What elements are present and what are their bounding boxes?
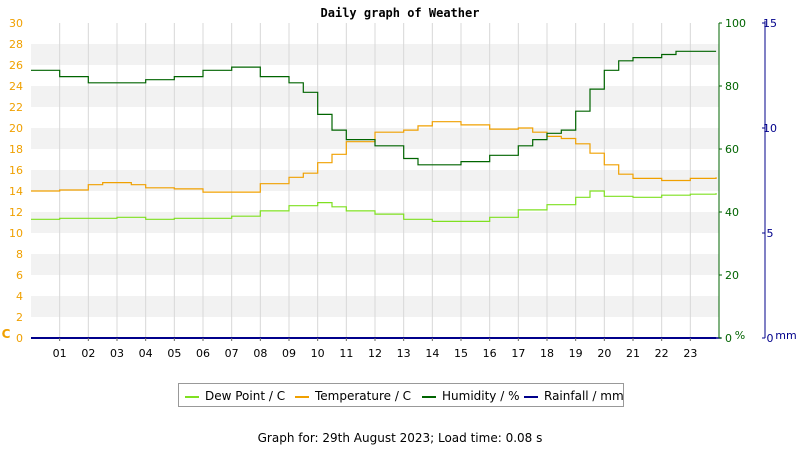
vertical-grid bbox=[59, 23, 691, 338]
series-dew-point bbox=[31, 190, 717, 222]
x-tick-label: 05 bbox=[167, 347, 181, 360]
x-tick-label: 01 bbox=[53, 347, 67, 360]
temperature-tick-label: 14 bbox=[9, 185, 23, 198]
series-temperature bbox=[31, 121, 717, 193]
rainfall-tick-label: 10 bbox=[763, 122, 777, 135]
rainfall-tick-label: 0 bbox=[767, 332, 774, 345]
legend-swatch bbox=[185, 395, 199, 398]
temperature-tick-label: 22 bbox=[9, 101, 23, 114]
x-tick-label: 06 bbox=[196, 347, 210, 360]
x-tick-label: 20 bbox=[597, 347, 611, 360]
x-tick-label: 03 bbox=[110, 347, 124, 360]
temperature-tick-label: 2 bbox=[16, 311, 23, 324]
x-tick-label: 10 bbox=[311, 347, 325, 360]
legend-label: Dew Point / C bbox=[205, 389, 286, 403]
temperature-tick-label: 4 bbox=[16, 290, 23, 303]
x-tick-label: 18 bbox=[540, 347, 554, 360]
x-tick-label: 16 bbox=[483, 347, 497, 360]
humidity-tick-label: 20 bbox=[725, 269, 739, 282]
humidity-tick-label: 60 bbox=[725, 143, 739, 156]
humidity-tick-label: 100 bbox=[725, 17, 746, 30]
temperature-tick-label: 28 bbox=[9, 38, 23, 51]
legend-swatch bbox=[422, 395, 436, 398]
temperature-tick-label: 20 bbox=[9, 122, 23, 135]
rainfall-tick-label: 5 bbox=[767, 227, 774, 240]
x-tick-label: 04 bbox=[139, 347, 153, 360]
x-tick-label: 17 bbox=[511, 347, 525, 360]
legend: Dew Point / C Temperature / C Humidity /… bbox=[178, 383, 624, 407]
temperature-tick-label: 8 bbox=[16, 248, 23, 261]
x-tick-label: 23 bbox=[683, 347, 697, 360]
x-tick-label: 22 bbox=[655, 347, 669, 360]
x-tick-label: 07 bbox=[225, 347, 239, 360]
legend-item-rainfall: Rainfall / mm bbox=[524, 389, 624, 403]
legend-swatch bbox=[524, 395, 538, 398]
x-tick-label: 13 bbox=[397, 347, 411, 360]
temperature-tick-label: 16 bbox=[9, 164, 23, 177]
footer-status: Graph for: 29th August 2023; Load time: … bbox=[257, 431, 543, 445]
humidity-axis-label: % bbox=[735, 329, 745, 342]
legend-label: Humidity / % bbox=[442, 389, 520, 403]
temperature-axis-label: C bbox=[2, 327, 11, 341]
rainfall-axis-label: mm bbox=[775, 329, 796, 342]
x-tick-label: 19 bbox=[569, 347, 583, 360]
humidity-axis-ticks: 0 20 40 60 80 100 bbox=[719, 17, 746, 345]
x-tick-label: 09 bbox=[282, 347, 296, 360]
rainfall-tick-label: 15 bbox=[763, 17, 777, 30]
humidity-tick-label: 80 bbox=[725, 80, 739, 93]
x-tick-label: 15 bbox=[454, 347, 468, 360]
legend-swatch bbox=[295, 395, 309, 398]
legend-item-humidity: Humidity / % bbox=[422, 389, 519, 403]
temperature-tick-label: 10 bbox=[9, 227, 23, 240]
x-tick-label: 21 bbox=[626, 347, 640, 360]
legend-item-temperature: Temperature / C bbox=[295, 389, 411, 403]
temperature-tick-label: 12 bbox=[9, 206, 23, 219]
x-axis-ticks: 01 02 03 04 05 06 07 08 09 10 11 12 13 14 15 16 17 18 19 20… bbox=[53, 338, 697, 360]
humidity-tick-label: 0 bbox=[725, 332, 732, 345]
x-tick-label: 12 bbox=[368, 347, 382, 360]
x-tick-label: 08 bbox=[253, 347, 267, 360]
x-tick-label: 02 bbox=[81, 347, 95, 360]
humidity-tick-label: 40 bbox=[725, 206, 739, 219]
temperature-tick-label: 30 bbox=[9, 17, 23, 30]
x-tick-label: 11 bbox=[339, 347, 353, 360]
temperature-tick-label: 6 bbox=[16, 269, 23, 282]
legend-label: Rainfall / mm bbox=[544, 389, 624, 403]
rainfall-axis-ticks: 0 5 10 15 bbox=[762, 17, 777, 345]
series-humidity bbox=[31, 50, 717, 166]
x-tick-label: 14 bbox=[425, 347, 439, 360]
chart-title: Daily graph of Weather bbox=[321, 6, 480, 20]
legend-item-dew-point: Dew Point / C bbox=[185, 389, 285, 403]
temperature-tick-label: 0 bbox=[16, 332, 23, 345]
legend-label: Temperature / C bbox=[315, 389, 412, 403]
temperature-tick-label: 26 bbox=[9, 59, 23, 72]
temperature-tick-label: 24 bbox=[9, 80, 23, 93]
temperature-tick-label: 18 bbox=[9, 143, 23, 156]
